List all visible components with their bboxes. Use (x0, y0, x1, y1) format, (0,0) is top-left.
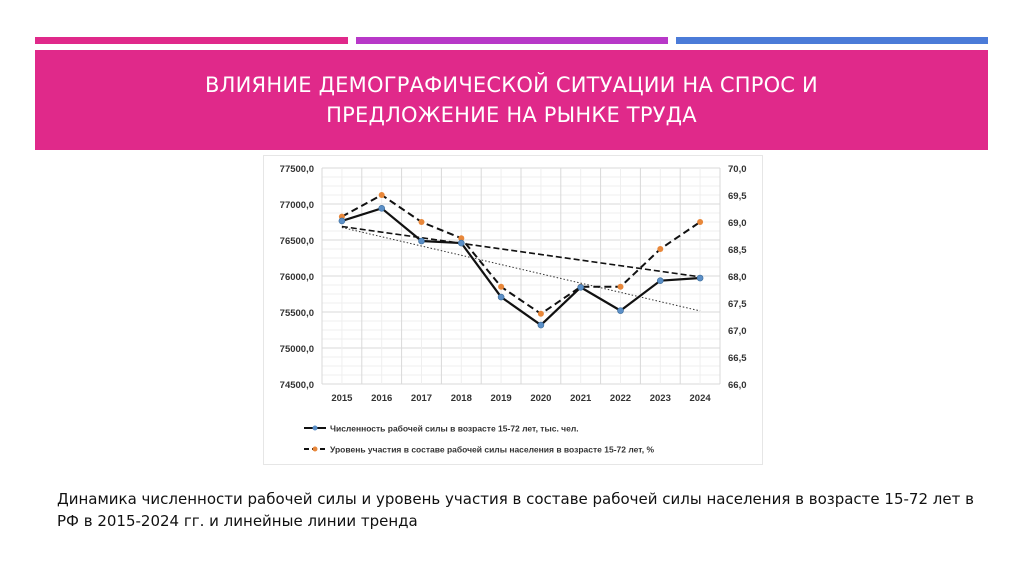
participation-point (418, 219, 425, 225)
labor-force-point (338, 217, 346, 225)
x-tick-label: 2020 (530, 393, 551, 404)
chart: 74500,0 75000,0 75500,0 76000,0 76500,0 77000… (263, 155, 763, 465)
labor-force-point (378, 205, 385, 212)
chart-svg: 74500,0 75000,0 75500,0 76000,0 76500,0 77000… (280, 164, 748, 455)
legend-label-participation: Уровень участия в составе рабочей силы н… (330, 445, 654, 455)
y-right-tick-label: 67,0 (728, 326, 747, 337)
x-tick-label: 2016 (371, 393, 392, 404)
y-right-tick-label: 68,5 (728, 245, 747, 256)
x-tick-label: 2021 (570, 393, 592, 404)
y-left-tick-label: 75000,0 (280, 344, 314, 355)
y-left-tick-label: 74500,0 (280, 380, 314, 391)
y-right-tick-label: 69,5 (728, 191, 747, 202)
labor-force-point (617, 307, 624, 314)
participation-point (378, 192, 385, 198)
participation-point (657, 246, 664, 252)
chart-caption: Динамика численности рабочей силы и уров… (57, 490, 974, 530)
y-right-tick-label: 69,0 (728, 218, 747, 229)
participation-point (697, 219, 704, 225)
slide-title: ВЛИЯНИЕ ДЕМОГРАФИЧЕСКОЙ СИТУАЦИИ НА СПРО… (205, 73, 818, 127)
labor-force-point (418, 237, 425, 245)
y-right-tick-label: 70,0 (728, 164, 747, 175)
y-right-tick-label: 67,5 (728, 299, 747, 310)
participation-point (537, 310, 544, 317)
labor-force-point (577, 284, 585, 291)
x-tick-label: 2019 (491, 393, 512, 404)
x-tick-label: 2023 (650, 393, 671, 404)
participation-point (458, 235, 465, 242)
y-left-tick-label: 76500,0 (280, 236, 314, 247)
labor-force-point (497, 293, 505, 301)
labor-force-point (656, 277, 664, 284)
series-labor-force-line (341, 207, 701, 327)
series-participation-line (341, 193, 701, 316)
labor-force-point (696, 274, 704, 282)
legend-marker-labor-force (312, 425, 318, 431)
title-banner: ВЛИЯНИЕ ДЕМОГРАФИЧЕСКОЙ СИТУАЦИИ НА СПРО… (35, 50, 988, 150)
y-right-tick-label: 66,0 (728, 380, 747, 391)
labor-force-point (458, 239, 465, 247)
x-tick-label: 2017 (411, 393, 432, 404)
x-tick-label: 2015 (331, 393, 353, 404)
y-left-tick-label: 75500,0 (280, 308, 314, 319)
x-tick-label: 2024 (690, 393, 712, 404)
y-right-tick-label: 68,0 (728, 272, 747, 283)
y-left-tick-label: 76000,0 (280, 272, 314, 283)
legend-marker-participation (312, 446, 318, 452)
accent-bar-pink (35, 37, 348, 44)
accent-bar-purple (356, 37, 668, 44)
participation-point (617, 283, 624, 290)
x-tick-label: 2018 (451, 393, 472, 404)
y-right-tick-label: 66,5 (728, 353, 747, 364)
legend-label-labor-force: Численность рабочей силы в возрасте 15-7… (330, 424, 579, 434)
labor-force-point (537, 321, 545, 329)
y-left-tick-label: 77000,0 (280, 200, 314, 211)
y-left-tick-label: 77500,0 (280, 164, 314, 175)
trendline-participation (341, 225, 701, 278)
accent-bar-blue (676, 37, 988, 44)
participation-point (498, 283, 505, 290)
x-tick-label: 2022 (610, 393, 631, 404)
